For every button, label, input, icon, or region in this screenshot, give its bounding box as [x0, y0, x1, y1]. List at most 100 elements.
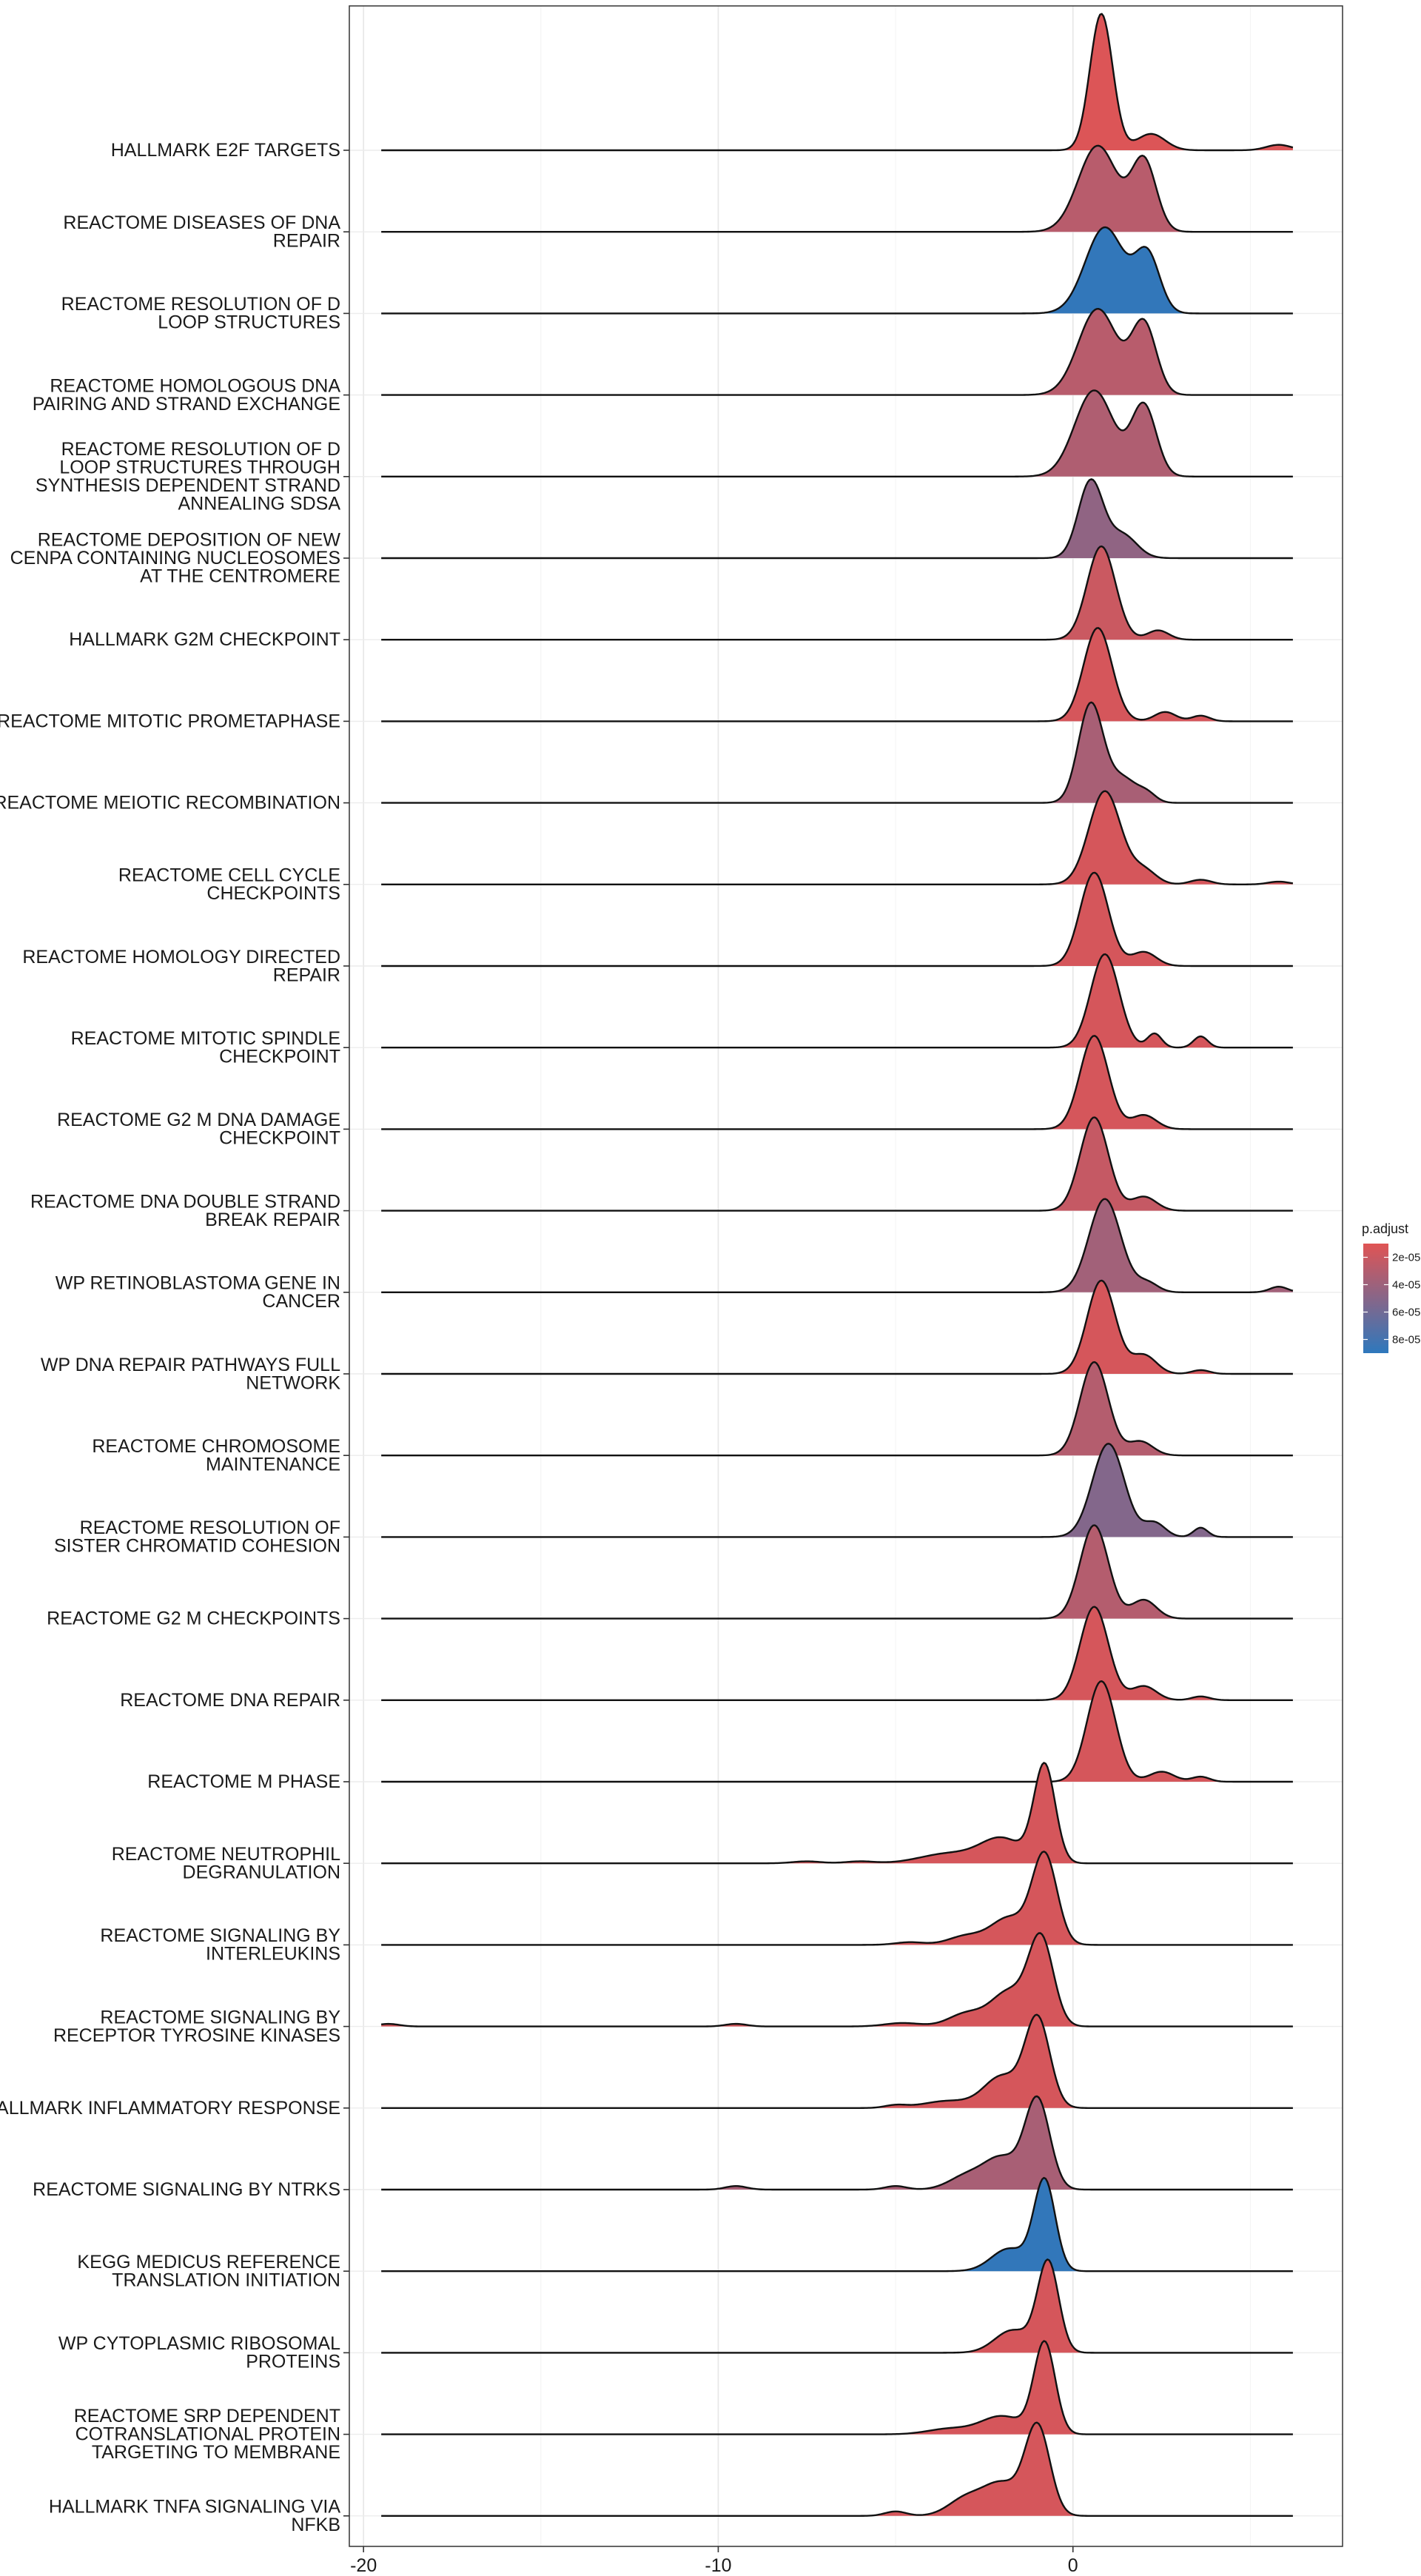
y-tick-label: CHECKPOINT	[219, 1128, 340, 1149]
ridge-series	[381, 1851, 1293, 1946]
y-tick-label: PROTEINS	[246, 2352, 340, 2372]
ridge-outline	[381, 1198, 1294, 1293]
ridge-series	[381, 953, 1293, 1049]
y-tick-label: WP CYTOPLASMIC RIBOSOMAL	[58, 2333, 340, 2354]
ridge-fill	[381, 628, 1293, 722]
ridge-series	[381, 1116, 1293, 1212]
ridge-series	[381, 1524, 1293, 1620]
y-tick-label: HALLMARK INFLAMMATORY RESPONSE	[0, 2098, 340, 2119]
ridge-series	[381, 790, 1294, 885]
ridge-series	[381, 1762, 1293, 1865]
ridge-outline	[381, 2421, 1293, 2517]
ridge-series	[381, 1279, 1293, 1375]
ridge-series	[381, 2095, 1293, 2191]
ridge-fill	[381, 546, 1293, 640]
y-tick-label: MAINTENANCE	[206, 1455, 340, 1475]
y-tick-label: SISTER CHROMATID COHESION	[54, 1536, 340, 1557]
legend: p.adjust 2e-05 4e-05 6e-05 8e-05	[1362, 1221, 1420, 1353]
ridge-series	[381, 226, 1293, 315]
legend-tick-label: 6e-05	[1392, 1307, 1420, 1319]
y-tick-label: AT THE CENTROMERE	[140, 566, 340, 587]
y-tick-label: ANNEALING SDSA	[178, 494, 340, 514]
ridge-outline	[381, 1443, 1293, 1538]
ridge-series	[380, 1932, 1293, 2027]
ridge-series	[381, 389, 1293, 477]
ridge-fill	[381, 13, 1293, 151]
y-tick-label: REACTOME G2 M CHECKPOINTS	[47, 1609, 340, 1629]
ridge-series	[381, 871, 1293, 967]
ridge-series	[381, 1443, 1293, 1538]
y-tick-label: REACTOME RESOLUTION OF	[80, 1517, 340, 1538]
y-tick-label: REPAIR	[273, 965, 340, 985]
y-tick-label: REACTOME DNA DOUBLE STRAND	[30, 1191, 340, 1212]
ridges	[380, 13, 1294, 2517]
legend-tick-label: 2e-05	[1392, 1252, 1420, 1264]
y-tick-label: REACTOME RESOLUTION OF D	[61, 439, 340, 460]
ridge-fill	[381, 1681, 1293, 1782]
ridge-outline	[381, 2258, 1293, 2354]
ridge-outline	[381, 1524, 1293, 1620]
y-tick-label: TRANSLATION INITIATION	[112, 2270, 340, 2291]
y-tick-label: REACTOME SIGNALING BY NTRKS	[33, 2179, 340, 2200]
ridge-outline	[381, 478, 1293, 560]
ridge-series	[381, 2340, 1293, 2435]
ridge-outline	[381, 2340, 1293, 2435]
y-tick-label: REACTOME DNA REPAIR	[120, 1690, 340, 1711]
legend-tick-label: 4e-05	[1392, 1279, 1420, 1292]
ridge-series	[381, 1680, 1293, 1783]
y-tick-label: REACTOME SRP DEPENDENT	[74, 2406, 340, 2426]
ridge-series	[381, 2258, 1293, 2354]
ridge-fill	[381, 309, 1293, 395]
y-tick-label: REACTOME SIGNALING BY	[100, 1925, 340, 1946]
legend-colorbar	[1363, 1244, 1388, 1353]
y-tick-label: WP DNA REPAIR PATHWAYS FULL	[41, 1355, 340, 1375]
ridge-fill	[381, 791, 1293, 885]
ridge-outline	[381, 226, 1293, 315]
y-tick-label: NETWORK	[246, 1372, 340, 1393]
ridge-series	[381, 1361, 1293, 1457]
y-tick-label: PAIRING AND STRAND EXCHANGE	[33, 394, 340, 415]
ridge-series	[381, 13, 1294, 152]
ridge-outline	[381, 1851, 1293, 1946]
ridge-outline	[381, 545, 1293, 641]
ridge-outline	[381, 953, 1293, 1049]
y-tick-label: REACTOME MITOTIC PROMETAPHASE	[0, 711, 340, 731]
ridge-series	[381, 1035, 1293, 1130]
x-tick-label: -10	[705, 2555, 731, 2576]
ridge-series	[381, 308, 1293, 396]
y-tick-label: REACTOME M PHASE	[147, 1771, 340, 1792]
ridge-fill	[381, 954, 1293, 1048]
ridge-outline	[381, 389, 1293, 477]
ridge-outline	[381, 1116, 1293, 1212]
ridge-series	[381, 144, 1293, 233]
ridge-series	[381, 545, 1293, 641]
y-tick-label: REACTOME CHROMOSOME	[92, 1436, 340, 1457]
ridge-outline	[381, 790, 1294, 885]
y-tick-label: HALLMARK TNFA SIGNALING VIA	[49, 2497, 340, 2518]
ridge-outline	[381, 701, 1293, 804]
y-tick-label: REPAIR	[273, 230, 340, 251]
y-tick-label: REACTOME MEIOTIC RECOMBINATION	[0, 793, 340, 814]
ridge-outline	[381, 1762, 1293, 1865]
y-tick-label: REACTOME RESOLUTION OF D	[61, 294, 340, 315]
y-tick-label: INTERLEUKINS	[206, 1944, 340, 1965]
ridge-outline	[381, 1680, 1293, 1783]
y-tick-label: REACTOME CELL CYCLE	[118, 865, 340, 886]
y-axis: HALLMARK E2F TARGETS REACTOME DISEASES OF…	[0, 140, 349, 2535]
ridge-fill	[381, 1198, 1293, 1292]
y-tick-label: HALLMARK G2M CHECKPOINT	[69, 629, 340, 650]
y-tick-label: BREAK REPAIR	[205, 1210, 340, 1230]
ridge-outline	[381, 871, 1293, 967]
y-tick-label: CHECKPOINT	[219, 1047, 340, 1067]
ridge-series	[381, 2176, 1293, 2273]
ridge-fill	[381, 1443, 1293, 1537]
ridge-fill	[381, 390, 1293, 477]
ridge-fill	[381, 1280, 1293, 1374]
y-tick-label: REACTOME NEUTROPHIL	[112, 1844, 340, 1865]
x-axis: -20 -10 0	[350, 2546, 1078, 2576]
ridge-outline	[381, 1279, 1293, 1375]
ridge-series	[381, 701, 1293, 804]
ridge-outline	[381, 2013, 1293, 2109]
y-tick-label: REACTOME DISEASES OF DNA	[63, 212, 340, 233]
